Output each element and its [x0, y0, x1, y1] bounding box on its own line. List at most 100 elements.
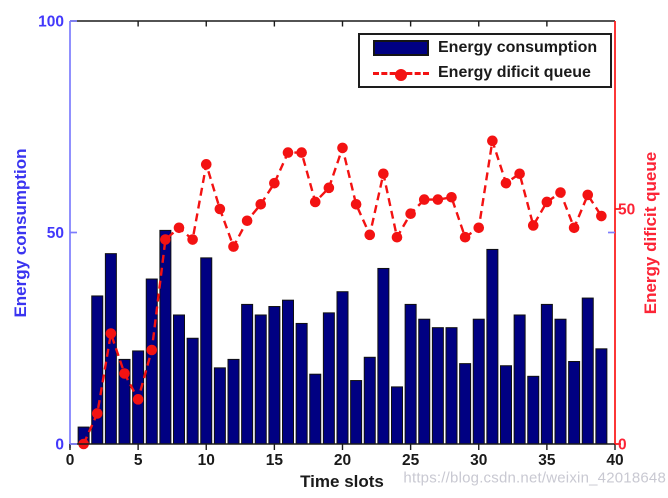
deficit-marker [309, 196, 321, 208]
bar [282, 299, 294, 445]
deficit-marker [214, 203, 226, 215]
deficit-marker [296, 147, 307, 158]
bar [581, 297, 594, 445]
bar [459, 363, 472, 445]
bar [213, 367, 226, 445]
dashed-line-icon [372, 68, 429, 81]
deficit-marker [378, 168, 389, 180]
deficit-marker [119, 368, 130, 379]
deficit-marker [487, 135, 498, 147]
bar [350, 380, 363, 445]
deficit-marker [173, 222, 185, 234]
bar [568, 361, 581, 445]
legend-line-sample [360, 68, 434, 81]
deficit-marker [500, 177, 512, 189]
legend-row-consumption: Energy consumption [360, 35, 610, 61]
deficit-marker [514, 168, 525, 180]
deficit-marker [187, 234, 198, 245]
bar [104, 253, 117, 445]
deficit-marker [364, 229, 376, 241]
x-tick-label: 0 [66, 452, 75, 469]
watermark-text: https://blog.csdn.net/weixin_42018648 [403, 469, 666, 487]
bar [391, 386, 403, 445]
deficit-marker [350, 199, 362, 210]
deficit-marker [146, 344, 158, 356]
bar [363, 356, 376, 445]
circle-marker-icon [394, 68, 407, 81]
deficit-marker [473, 222, 485, 234]
deficit-marker [555, 187, 566, 198]
left-y-axis-title: Energy consumption [11, 148, 30, 318]
bar [377, 267, 390, 445]
bar [554, 318, 567, 445]
bar [500, 365, 512, 445]
deficit-marker [323, 182, 335, 194]
x-tick-label: 40 [606, 452, 623, 469]
x-axis-title: Time slots [300, 472, 384, 491]
bar [336, 291, 349, 445]
deficit-marker [596, 210, 607, 222]
bar [418, 318, 431, 445]
deficit-marker [282, 147, 294, 158]
bar [404, 303, 417, 445]
deficit-marker [160, 234, 171, 245]
x-tick-label: 10 [198, 452, 215, 469]
left-y-tick-label: 100 [38, 14, 64, 31]
bar [431, 327, 444, 445]
bar [540, 303, 553, 445]
bar [445, 327, 458, 445]
deficit-marker [446, 191, 457, 203]
x-tick-label: 5 [134, 452, 143, 469]
legend-label-deficit: Energy dificit queue [438, 64, 591, 82]
bar [254, 314, 267, 445]
deficit-marker [91, 408, 103, 419]
bar [527, 375, 540, 445]
deficit-marker [241, 215, 253, 227]
deficit-marker [459, 231, 471, 243]
legend-row-deficit: Energy dificit queue [360, 61, 610, 87]
left-y-tick-label: 50 [47, 225, 64, 242]
deficit-marker [582, 189, 594, 201]
deficit-marker [132, 394, 144, 405]
deficit-marker [527, 220, 539, 231]
right-y-tick-label: 0 [618, 437, 627, 454]
bar [227, 358, 240, 445]
x-tick-label: 25 [402, 452, 420, 469]
bar [186, 337, 199, 445]
legend-bar-swatch [360, 39, 434, 56]
x-tick-label: 15 [266, 452, 284, 469]
x-tick-label: 35 [538, 452, 556, 469]
deficit-marker [568, 222, 580, 234]
deficit-marker [269, 177, 280, 189]
bar-swatch-icon [372, 39, 429, 56]
bar [472, 318, 485, 445]
bar [309, 373, 322, 445]
bar [486, 248, 499, 445]
deficit-marker [405, 208, 416, 219]
left-y-tick-label: 0 [55, 437, 64, 454]
deficit-marker [200, 159, 212, 170]
deficit-marker [105, 328, 117, 339]
deficit-marker [541, 196, 553, 208]
bar [241, 303, 254, 445]
legend-label-consumption: Energy consumption [438, 38, 598, 56]
x-tick-label: 30 [470, 452, 487, 469]
bar [322, 312, 335, 445]
legend: Energy consumption Energy dificit queue [358, 33, 612, 88]
right-y-tick-label: 50 [618, 202, 635, 219]
bar [200, 257, 213, 445]
right-y-axis-title: Energy dificit queue [641, 151, 660, 315]
bar [513, 314, 526, 445]
bar [91, 295, 104, 445]
x-tick-label: 20 [334, 452, 351, 469]
bar [295, 322, 308, 445]
deficit-marker [228, 241, 239, 252]
bar [268, 306, 281, 445]
bar [173, 314, 185, 445]
deficit-marker [255, 199, 267, 210]
deficit-marker [432, 194, 444, 205]
deficit-marker [337, 142, 348, 154]
deficit-marker [418, 194, 430, 205]
